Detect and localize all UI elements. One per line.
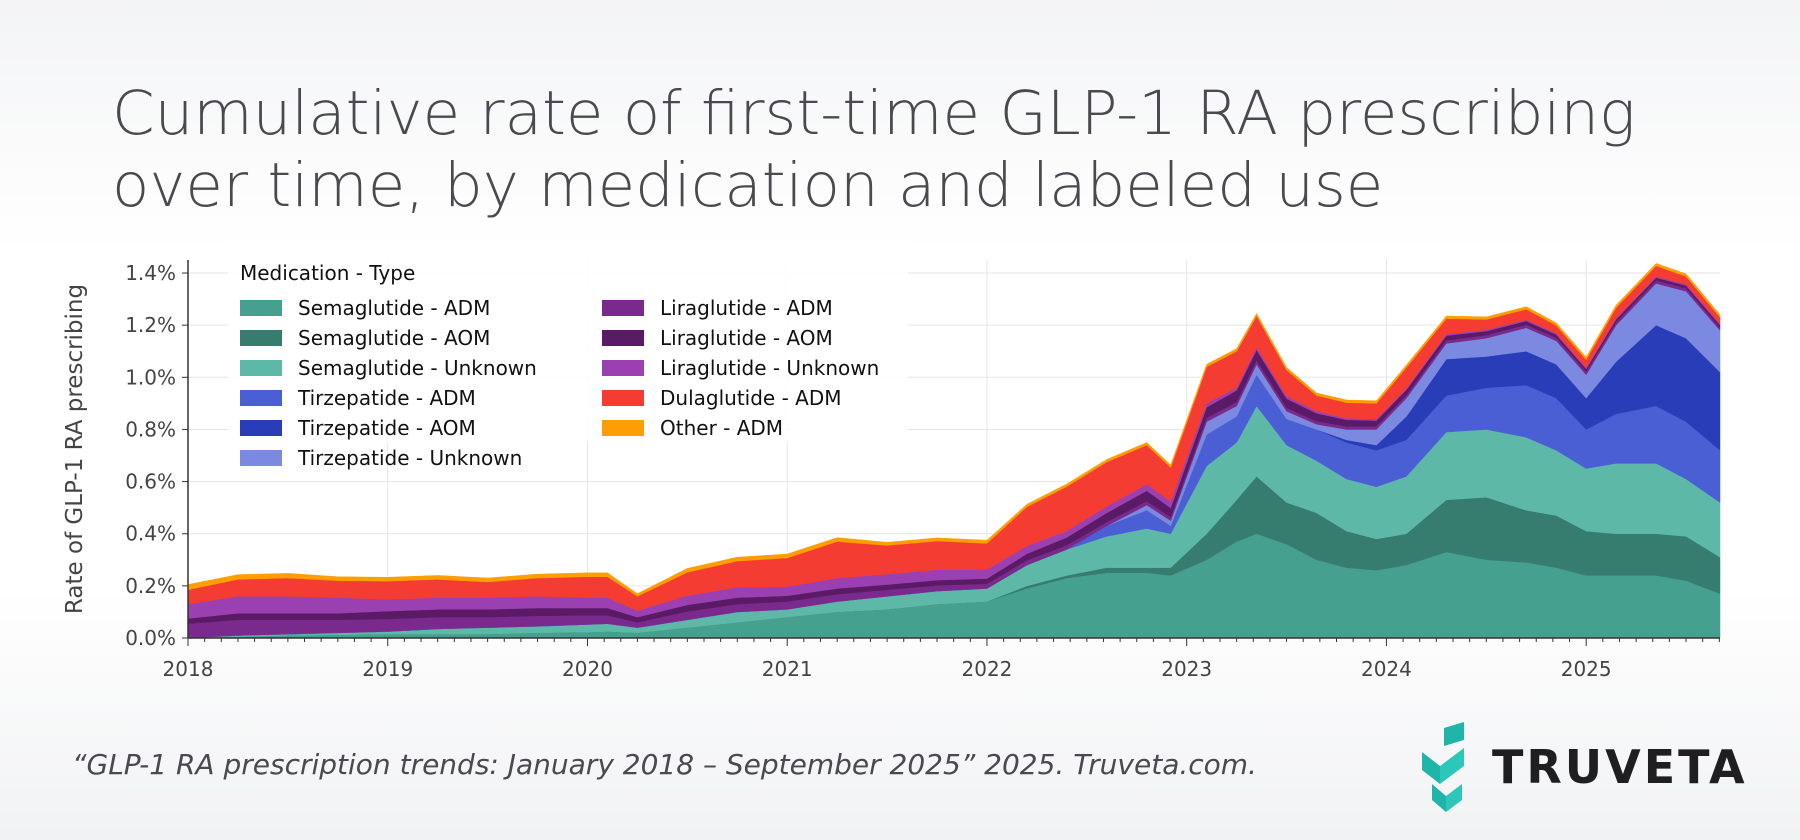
legend-label: Tirzepatide - AOM — [297, 416, 476, 440]
legend-swatch — [240, 420, 282, 436]
legend-title: Medication - Type — [240, 261, 415, 285]
x-tick-label: 2023 — [1161, 657, 1212, 680]
area-chart: 0.0% 0.2% 0.4% 0.6% 0.8% 1.0% 1.2% 1.4% 2018 2019… — [62, 242, 1721, 680]
legend-label: Semaglutide - AOM — [298, 326, 490, 350]
legend-box — [228, 242, 908, 442]
x-tick-label: 2025 — [1561, 657, 1612, 680]
legend-swatch — [602, 420, 644, 436]
y-tick-label: 1.2% — [125, 313, 176, 337]
legend-label: Semaglutide - ADM — [298, 296, 490, 320]
y-tick-label: 0.8% — [125, 417, 176, 441]
y-tick-label: 1.0% — [125, 365, 176, 389]
legend-swatch — [240, 330, 282, 346]
truveta-logo: TRUVETA — [1418, 722, 1748, 812]
x-tick-label: 2022 — [962, 657, 1013, 680]
y-axis-label: Rate of GLP-1 RA prescribing — [62, 284, 88, 614]
legend-label: Dulaglutide - ADM — [660, 386, 841, 410]
legend-label: Tirzepatide - Unknown — [297, 446, 522, 470]
legend-swatch — [240, 450, 282, 466]
legend-label: Tirzepatide - ADM — [297, 386, 476, 410]
legend-swatch — [602, 390, 644, 406]
legend-label: Liraglutide - Unknown — [660, 356, 879, 380]
truveta-chevron-logo-icon — [1422, 722, 1464, 812]
citation-text: “GLP-1 RA prescription trends: January 2… — [72, 748, 1257, 781]
legend-label: Liraglutide - ADM — [660, 296, 833, 320]
y-tick-label: 0.0% — [125, 626, 176, 650]
y-tick-label: 0.6% — [125, 470, 176, 494]
legend-swatch — [602, 330, 644, 346]
legend-swatch — [602, 360, 644, 376]
legend-swatch — [240, 360, 282, 376]
chart-title: Cumulative rate of first-time GLP-1 RA p… — [112, 78, 1636, 221]
x-tick-label: 2019 — [362, 657, 413, 680]
logo-wordmark: TRUVETA — [1492, 740, 1748, 794]
x-tick-label: 2024 — [1361, 657, 1412, 680]
legend-label: Liraglutide - AOM — [660, 326, 833, 350]
y-tick-label: 0.4% — [125, 522, 176, 546]
x-tick-label: 2021 — [762, 657, 813, 680]
area-series-other-adm — [187, 263, 1721, 597]
y-tick-label: 1.4% — [125, 261, 176, 285]
y-tick-label: 0.2% — [125, 574, 176, 598]
legend-swatch — [602, 300, 644, 316]
legend-swatch — [240, 390, 282, 406]
legend-swatch — [240, 300, 282, 316]
legend-label: Other - ADM — [660, 416, 783, 440]
legend-label: Semaglutide - Unknown — [298, 356, 537, 380]
x-tick-label: 2020 — [562, 657, 613, 680]
x-tick-label: 2018 — [163, 657, 214, 680]
